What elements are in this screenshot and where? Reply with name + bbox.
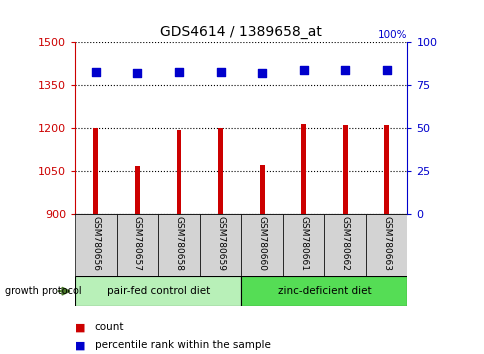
FancyBboxPatch shape — [282, 214, 324, 276]
Bar — [135, 166, 140, 214]
Text: GSM780663: GSM780663 — [381, 216, 390, 272]
Text: growth protocol: growth protocol — [5, 286, 81, 296]
Text: ■: ■ — [75, 322, 86, 332]
Text: GSM780660: GSM780660 — [257, 216, 266, 272]
Text: GSM780658: GSM780658 — [174, 216, 183, 272]
Bar — [383, 125, 388, 214]
Point — [299, 67, 307, 73]
Text: GSM780656: GSM780656 — [91, 216, 100, 272]
Bar — [342, 125, 347, 214]
Bar — [259, 165, 264, 214]
Text: GSM780659: GSM780659 — [215, 216, 225, 272]
FancyBboxPatch shape — [75, 214, 117, 276]
Point — [382, 67, 390, 73]
FancyBboxPatch shape — [365, 214, 407, 276]
Text: GSM780662: GSM780662 — [340, 216, 349, 272]
FancyBboxPatch shape — [117, 214, 158, 276]
Title: GDS4614 / 1389658_at: GDS4614 / 1389658_at — [160, 25, 321, 39]
Text: zinc-deficient diet: zinc-deficient diet — [277, 286, 370, 296]
Point — [341, 67, 348, 73]
Point — [92, 69, 100, 74]
FancyBboxPatch shape — [75, 276, 241, 306]
Text: 100%: 100% — [377, 30, 407, 40]
Text: percentile rank within the sample: percentile rank within the sample — [94, 340, 270, 350]
Bar — [176, 130, 181, 214]
Bar — [93, 128, 98, 214]
Point — [175, 69, 182, 74]
Text: ■: ■ — [75, 340, 86, 350]
Point — [216, 69, 224, 74]
Text: GSM780661: GSM780661 — [299, 216, 307, 272]
FancyBboxPatch shape — [241, 276, 407, 306]
FancyBboxPatch shape — [199, 214, 241, 276]
Point — [257, 70, 265, 76]
Bar — [301, 124, 305, 214]
Text: pair-fed control diet: pair-fed control diet — [106, 286, 210, 296]
Text: GSM780657: GSM780657 — [133, 216, 142, 272]
FancyBboxPatch shape — [158, 214, 199, 276]
FancyBboxPatch shape — [324, 214, 365, 276]
Bar — [218, 128, 223, 214]
Text: count: count — [94, 322, 124, 332]
FancyBboxPatch shape — [241, 214, 282, 276]
Point — [133, 70, 141, 76]
